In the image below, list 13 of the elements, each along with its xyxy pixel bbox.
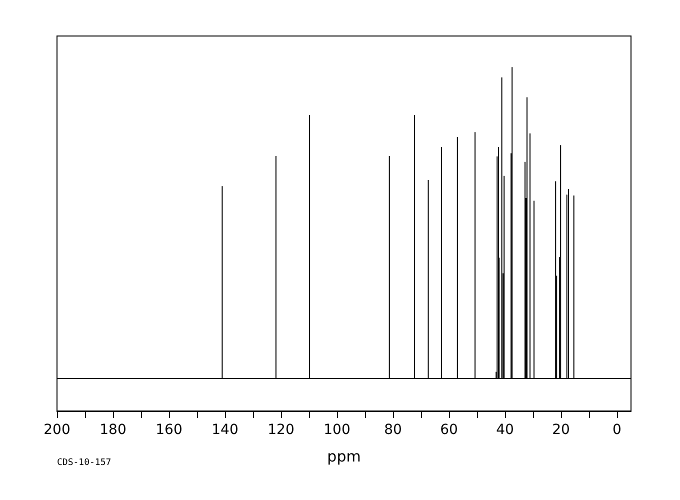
x-tick-label: 160 xyxy=(156,422,182,438)
x-tick-label: 180 xyxy=(100,422,126,438)
x-tick-label: 0 xyxy=(612,422,622,438)
x-axis-title: ppm xyxy=(327,448,361,466)
x-tick-label: 120 xyxy=(268,422,294,438)
x-tick-label: 60 xyxy=(440,422,458,438)
x-tick-label: 80 xyxy=(384,422,402,438)
x-tick-label: 140 xyxy=(212,422,238,438)
x-tick-label: 100 xyxy=(324,422,350,438)
text: CDS-10-157 xyxy=(57,458,112,468)
x-tick-label: 20 xyxy=(552,422,570,438)
x-tick-label: 40 xyxy=(496,422,514,438)
x-tick-label: 200 xyxy=(44,422,70,438)
